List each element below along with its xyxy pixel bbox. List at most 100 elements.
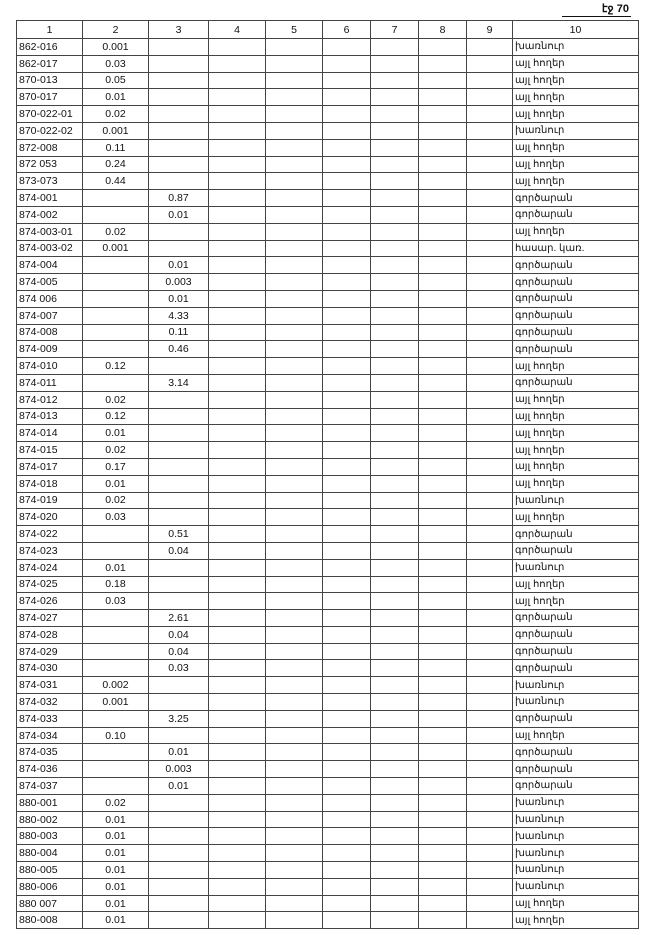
empty-cell xyxy=(208,793,266,812)
parcel-id-cell: 880-005 xyxy=(16,861,83,879)
column-3-cell: 0.003 xyxy=(148,760,209,779)
column-3-cell xyxy=(148,121,209,140)
column-3-cell xyxy=(148,222,209,241)
empty-cell xyxy=(466,105,513,123)
empty-cell xyxy=(370,172,419,191)
land-parcel-table: 1 2 3 4 5 6 7 8 9 10 862-016 0.001 խառնուր 862-017 0.… xyxy=(16,20,639,930)
table-row: 874-020 0.03 այլ հողեր xyxy=(16,508,639,527)
empty-cell xyxy=(466,138,513,157)
empty-cell xyxy=(322,289,371,308)
parcel-id-cell: 880-003 xyxy=(16,827,83,846)
empty-cell xyxy=(466,491,513,510)
empty-cell xyxy=(322,693,371,711)
empty-cell xyxy=(208,138,266,157)
table-row: 874-011 3.14 գործարան xyxy=(16,373,639,392)
column-3-cell xyxy=(148,793,209,812)
table-row: 874-037 0.01 գործարան xyxy=(16,777,639,795)
column-2-cell xyxy=(82,525,149,543)
empty-cell xyxy=(418,810,467,829)
empty-cell xyxy=(208,457,266,476)
table-row: 870-017 0.01 այլ հողեր xyxy=(16,88,639,107)
empty-cell xyxy=(208,357,266,375)
column-2-cell xyxy=(82,743,149,762)
empty-cell xyxy=(322,306,371,325)
column-2-cell: 0.44 xyxy=(82,172,149,191)
parcel-id-cell: 874 006 xyxy=(16,289,83,308)
empty-cell xyxy=(265,306,323,325)
column-3-cell: 3.25 xyxy=(148,709,209,728)
table-row: 873-073 0.44 այլ հողեր xyxy=(16,172,639,191)
empty-cell xyxy=(418,273,467,291)
column-3-cell xyxy=(148,676,209,695)
empty-cell xyxy=(265,256,323,275)
column-3-cell xyxy=(148,71,209,90)
empty-cell xyxy=(322,609,371,627)
land-type-cell: այլ հողեր xyxy=(512,155,639,174)
parcel-id-cell: 874-033 xyxy=(16,709,83,728)
empty-cell xyxy=(322,810,371,829)
empty-cell xyxy=(208,810,266,829)
table-row: 870-022-01 0.02 այլ հողեր xyxy=(16,105,639,123)
empty-cell xyxy=(370,676,419,695)
empty-cell xyxy=(265,777,323,795)
empty-cell xyxy=(418,340,467,359)
column-2-cell: 0.03 xyxy=(82,592,149,611)
empty-cell xyxy=(466,38,513,56)
empty-cell xyxy=(466,558,513,577)
empty-cell xyxy=(265,155,323,174)
empty-cell xyxy=(265,743,323,762)
column-3-cell: 0.03 xyxy=(148,659,209,678)
empty-cell xyxy=(322,323,371,342)
table-row: 874-015 0.02 այլ հողեր xyxy=(16,441,639,459)
empty-cell xyxy=(370,105,419,123)
column-3-cell xyxy=(148,827,209,846)
land-type-cell: այլ հողեր xyxy=(512,138,639,157)
land-type-cell: խառնուր xyxy=(512,121,639,140)
column-2-cell xyxy=(82,189,149,207)
land-type-cell: խառնուր xyxy=(512,844,639,863)
empty-cell xyxy=(322,390,371,409)
empty-cell xyxy=(466,88,513,107)
empty-cell xyxy=(466,676,513,695)
column-3-cell: 4.33 xyxy=(148,306,209,325)
empty-cell xyxy=(418,491,467,510)
empty-cell xyxy=(322,457,371,476)
empty-cell xyxy=(265,457,323,476)
column-3-cell: 0.01 xyxy=(148,289,209,308)
empty-cell xyxy=(208,340,266,359)
land-type-cell: գործարան xyxy=(512,709,639,728)
parcel-id-cell: 874-005 xyxy=(16,273,83,291)
empty-cell xyxy=(322,625,371,644)
parcel-id-cell: 874-001 xyxy=(16,189,83,207)
table-row: 874-034 0.10 այլ հողեր xyxy=(16,726,639,745)
empty-cell xyxy=(322,877,371,896)
empty-cell xyxy=(418,592,467,611)
empty-cell xyxy=(265,877,323,896)
parcel-id-cell: 874-025 xyxy=(16,575,83,594)
empty-cell xyxy=(418,222,467,241)
empty-cell xyxy=(208,306,266,325)
empty-cell xyxy=(265,273,323,291)
column-2-cell: 0.02 xyxy=(82,441,149,459)
empty-cell xyxy=(265,726,323,745)
column-3-cell xyxy=(148,54,209,73)
column-2-cell: 0.03 xyxy=(82,508,149,527)
table-row: 880-003 0.01 խառնուր xyxy=(16,827,639,846)
column-2-cell: 0.02 xyxy=(82,222,149,241)
table-row: 880-008 0.01 այլ հողեր xyxy=(16,911,639,930)
page-number: էջ 70 xyxy=(561,3,631,17)
empty-cell xyxy=(418,659,467,678)
table-row: 874-035 0.01 գործարան xyxy=(16,743,639,762)
empty-cell xyxy=(322,172,371,191)
empty-cell xyxy=(208,911,266,930)
empty-cell xyxy=(418,189,467,207)
parcel-id-cell: 874-037 xyxy=(16,777,83,795)
empty-cell xyxy=(418,88,467,107)
column-2-cell xyxy=(82,760,149,779)
column-3-cell xyxy=(148,88,209,107)
parcel-id-cell: 862-017 xyxy=(16,54,83,73)
land-type-cell: այլ հողեր xyxy=(512,172,639,191)
empty-cell xyxy=(466,205,513,224)
empty-cell xyxy=(466,827,513,846)
empty-cell xyxy=(322,54,371,73)
